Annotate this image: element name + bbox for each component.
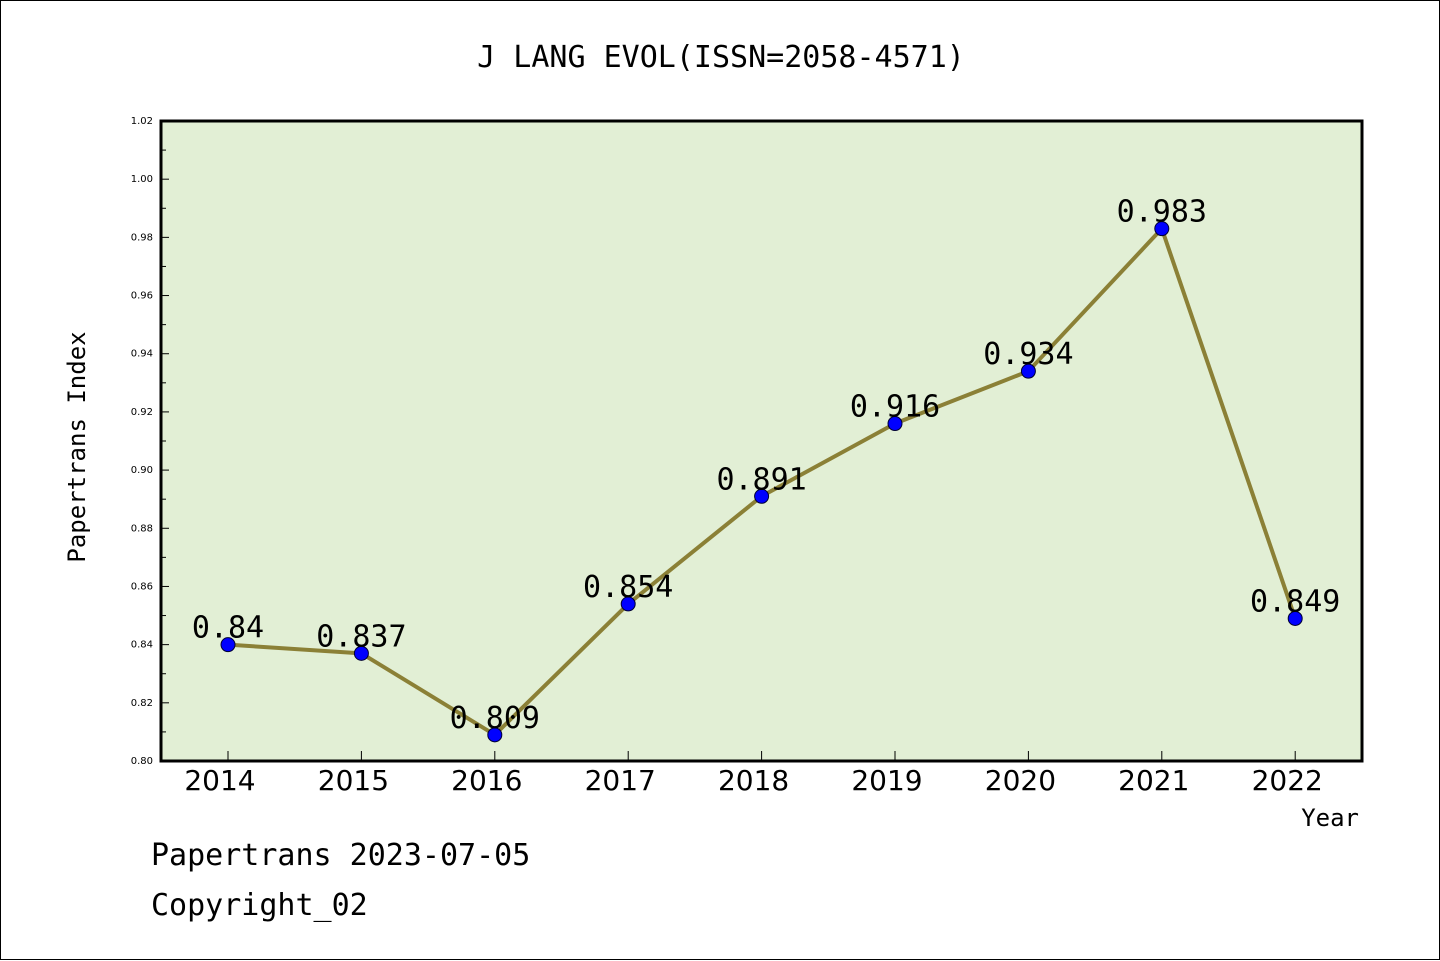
y-tick-label: 0.94 bbox=[131, 349, 153, 360]
x-tick-label: 2016 bbox=[451, 764, 522, 797]
y-tick-label: 0.90 bbox=[131, 465, 153, 476]
x-axis: 2014 2015 2016 2017 2018 2019 2020 2021 2022 bbox=[184, 751, 1323, 797]
y-tick-label: 0.96 bbox=[131, 291, 153, 302]
x-tick-label: 2021 bbox=[1118, 764, 1189, 797]
data-label: 0.849 bbox=[1250, 584, 1340, 619]
chart-title: J LANG EVOL(ISSN=2058-4571) bbox=[477, 40, 965, 75]
data-point bbox=[754, 488, 770, 504]
data-labels: 0.84 0.837 0.809 0.854 0.891 0.916 0.934 0.983 0… bbox=[192, 195, 1340, 736]
data-point bbox=[620, 596, 636, 612]
data-label: 0.891 bbox=[716, 462, 806, 497]
y-tick-label: 0.86 bbox=[131, 581, 153, 592]
x-tick-label: 2015 bbox=[318, 764, 389, 797]
data-label: 0.84 bbox=[192, 611, 264, 646]
data-point bbox=[353, 645, 369, 661]
data-point bbox=[1154, 221, 1170, 237]
data-label: 0.983 bbox=[1117, 195, 1207, 230]
data-label: 0.934 bbox=[983, 337, 1073, 372]
data-point bbox=[220, 637, 236, 653]
y-axis-label: Papertrans Index bbox=[63, 331, 91, 562]
plot-frame bbox=[159, 119, 1364, 763]
x-tick-label: 2020 bbox=[985, 764, 1056, 797]
data-point bbox=[487, 727, 503, 743]
y-tick-label: 0.88 bbox=[131, 523, 153, 534]
y-tick-label: 0.80 bbox=[131, 756, 153, 767]
data-label: 0.916 bbox=[850, 390, 940, 425]
data-point bbox=[887, 416, 903, 432]
data-point bbox=[1287, 610, 1303, 626]
data-point bbox=[1020, 363, 1036, 379]
x-tick-label: 2014 bbox=[184, 764, 255, 797]
x-tick-label: 2022 bbox=[1252, 764, 1323, 797]
x-axis-label: Year bbox=[1301, 804, 1359, 832]
data-points bbox=[220, 221, 1303, 743]
x-tick-label: 2019 bbox=[851, 764, 922, 797]
y-tick-label: 0.84 bbox=[131, 640, 153, 651]
x-tick-label: 2018 bbox=[718, 764, 789, 797]
data-label: 0.809 bbox=[450, 701, 540, 736]
y-tick-label: 1.02 bbox=[131, 116, 153, 127]
y-tick-label: 0.92 bbox=[131, 407, 153, 418]
y-tick-label: 0.82 bbox=[131, 698, 153, 709]
data-label: 0.837 bbox=[316, 619, 406, 654]
data-label: 0.854 bbox=[583, 570, 673, 605]
y-tick-label: 0.98 bbox=[131, 232, 153, 243]
footer-date: Papertrans 2023-07-05 bbox=[151, 838, 530, 873]
y-tick-label: 1.00 bbox=[131, 174, 153, 185]
footer-copyright: Copyright_02 bbox=[151, 888, 368, 923]
x-tick-label: 2017 bbox=[585, 764, 656, 797]
